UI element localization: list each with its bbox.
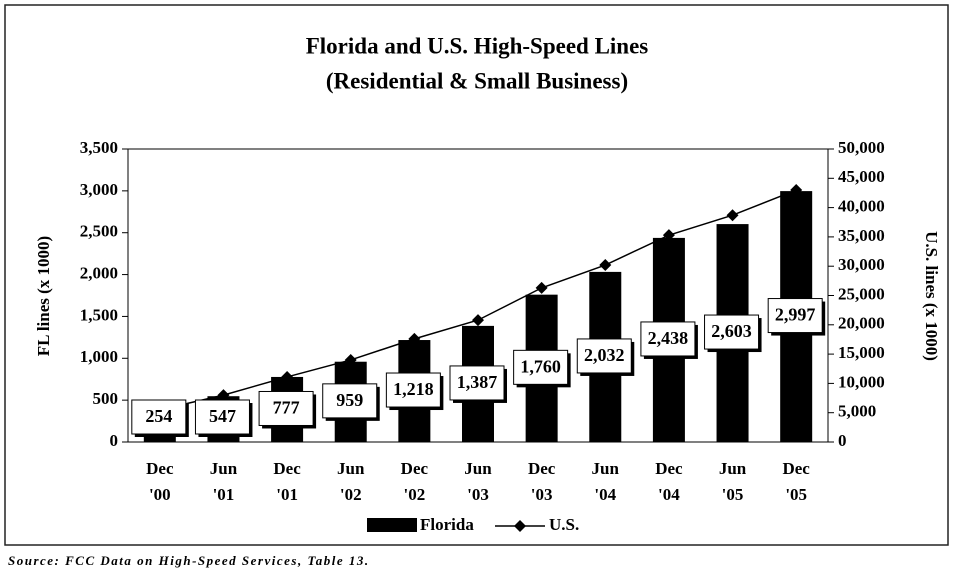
legend-label: Florida [420,515,474,534]
line-marker [535,281,548,294]
chart-title: Florida and U.S. High-Speed Lines [306,33,649,58]
legend-label: U.S. [549,515,579,534]
y-tick-label: 2,000 [80,263,118,282]
x-tick-label: Dec '04 [655,459,683,504]
data-label-box [640,321,696,357]
data-label: 1,387 [457,372,498,392]
y-tick-label: 1,000 [80,347,118,366]
line-marker [217,389,230,402]
line-marker [662,229,675,242]
x-tick-label-line: '01 [213,485,235,504]
data-label: 1,218 [393,379,434,399]
line-marker [790,184,803,197]
legend-swatch [367,518,417,532]
data-label: 2,032 [584,345,625,365]
data-label-box [449,365,505,401]
y-tick-label: 1,500 [80,305,118,324]
data-label: 254 [145,406,172,426]
data-label-box [576,338,632,374]
data-label: 777 [273,398,300,418]
x-tick-label-line: Jun [719,459,747,478]
x-tick-label: Jun '05 [719,459,747,504]
line-marker [726,209,739,222]
x-tick-label-line: Jun [337,459,365,478]
x-tick-label-line: '00 [149,485,171,504]
data-label: 547 [209,406,236,426]
line-marker [344,353,357,366]
y2-tick-label: 30,000 [838,255,885,274]
y-tick-label: 2,500 [80,222,118,241]
x-tick-label-line: Dec [655,459,683,478]
x-tick-label: Dec '02 [401,459,429,504]
line-marker [408,332,421,345]
y2-tick-label: 50,000 [838,138,885,157]
data-label: 959 [336,390,363,410]
y2-tick-label: 0 [838,431,847,450]
x-tick-label-line: '01 [276,485,298,504]
chart-border [4,4,949,546]
data-label-box [322,383,378,419]
y2-tick-label: 35,000 [838,226,885,245]
y-tick-label: 3,500 [80,138,118,157]
data-label: 1,760 [520,356,561,376]
x-tick-label-line: Dec [146,459,174,478]
x-tick-label: Dec '03 [528,459,556,504]
x-tick-label: Jun '01 [210,459,238,504]
line-marker [281,370,294,383]
y-axis-label: FL lines (x 1000) [34,236,53,356]
data-label-box [258,390,314,426]
x-tick-label-line: '05 [722,485,744,504]
x-tick-label: Jun '04 [592,459,620,504]
x-tick-label-line: '04 [658,485,680,504]
chart-subtitle: (Residential & Small Business) [326,68,628,93]
x-tick-label-line: '02 [403,485,425,504]
x-tick-label-line: Dec [782,459,810,478]
y2-tick-label: 25,000 [838,284,885,303]
data-label-box [131,399,187,435]
data-label: 2,438 [648,328,689,348]
y2-tick-label: 20,000 [838,314,885,333]
line-marker [472,314,484,327]
line-marker [599,259,612,272]
x-tick-label-line: Jun [210,459,238,478]
x-tick-label: Dec '05 [782,459,810,504]
x-tick-label-line: Jun [592,459,620,478]
x-tick-label: Jun '03 [464,459,492,504]
y-tick-label: 3,000 [80,180,118,199]
y2-tick-label: 40,000 [838,197,885,216]
y-tick-label: 500 [93,389,119,408]
x-tick-label-line: Dec [401,459,429,478]
y-tick-label: 0 [110,431,119,450]
y2-tick-label: 10,000 [838,372,885,391]
x-tick-label: Dec '00 [146,459,174,504]
data-label-box [513,349,569,385]
data-label-box [767,298,823,334]
source-note: Source: FCC Data on High-Speed Services,… [8,553,370,568]
data-label-box [194,399,250,435]
x-tick-label-line: Dec [273,459,301,478]
legend-marker [514,520,526,532]
x-tick-label-line: Dec [528,459,556,478]
y2-tick-label: 15,000 [838,343,885,362]
x-tick-label-line: '03 [531,485,553,504]
x-tick-label-line: '02 [340,485,362,504]
y2-axis-label: U.S. lines (x 1000) [922,231,941,361]
y2-tick-label: 45,000 [838,167,885,186]
x-tick-label: Jun '02 [337,459,365,504]
x-tick-label: Dec '01 [273,459,301,504]
x-tick-label-line: Jun [464,459,492,478]
data-label: 2,603 [711,321,752,341]
data-label-box [385,372,441,408]
data-label-box [704,314,760,350]
y2-tick-label: 5,000 [838,402,876,421]
data-label: 2,997 [775,305,816,325]
x-tick-label-line: '03 [467,485,489,504]
x-tick-label-line: '05 [785,485,807,504]
x-tick-label-line: '04 [594,485,616,504]
